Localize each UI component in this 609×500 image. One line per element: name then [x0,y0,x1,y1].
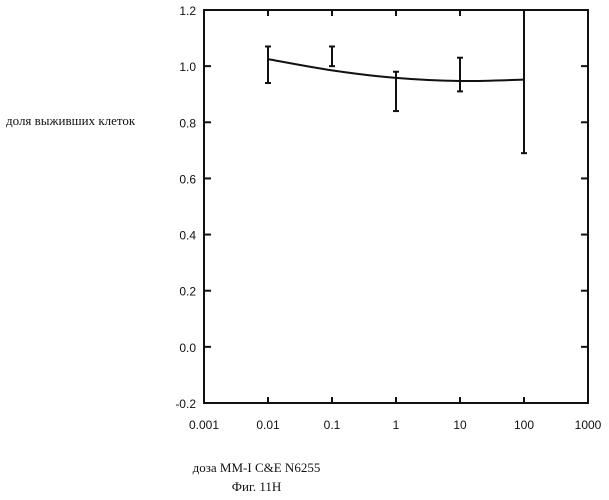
figure-caption: Фиг. 11H [232,479,282,495]
y-tick-label: 1.0 [179,60,196,74]
x-axis-label-wrap: доза MM-I C&E N6255 [0,460,609,476]
x-tick-label: 100 [514,418,534,432]
x-tick-label: 1 [393,418,400,432]
y-tick-label: -0.2 [175,397,196,411]
y-tick-label: 0.0 [179,341,196,355]
fit-curve [268,59,524,81]
y-tick-label: 0.2 [179,285,196,299]
x-axis-label: доза MM-I C&E N6255 [193,460,321,476]
x-tick-label: 0.001 [189,418,219,432]
x-tick-label: 1000 [575,418,602,432]
y-tick-label: 1.2 [179,4,196,18]
y-tick-label: 0.4 [179,229,196,243]
y-tick-label: 0.8 [179,116,196,130]
y-tick-label: 0.6 [179,172,196,186]
figure-caption-wrap: Фиг. 11H [0,479,609,495]
x-tick-label: 10 [453,418,467,432]
plot-frame [204,10,588,403]
x-tick-label: 0.1 [324,418,341,432]
x-tick-label: 0.01 [256,418,280,432]
y-axis-label: доля выживших клеток [6,113,135,129]
